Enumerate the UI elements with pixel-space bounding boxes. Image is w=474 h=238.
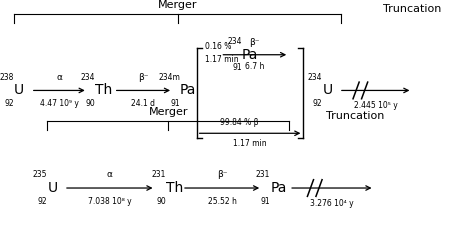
Text: 234m: 234m xyxy=(158,73,180,82)
Text: α: α xyxy=(107,170,113,179)
Text: 90: 90 xyxy=(85,99,95,108)
Text: β⁻: β⁻ xyxy=(249,38,260,47)
Text: Merger: Merger xyxy=(158,0,198,10)
Text: 4.47 10⁹ y: 4.47 10⁹ y xyxy=(40,99,79,108)
Text: 238: 238 xyxy=(0,73,14,82)
Text: 235: 235 xyxy=(33,170,47,179)
Text: U: U xyxy=(322,84,332,97)
Text: 24.1 d: 24.1 d xyxy=(131,99,155,108)
Text: Pa: Pa xyxy=(180,84,197,97)
Text: Merger: Merger xyxy=(148,107,188,117)
Text: Th: Th xyxy=(166,181,183,195)
Text: 234: 234 xyxy=(80,73,95,82)
Text: Pa: Pa xyxy=(270,181,287,195)
Text: 99.84 % β⁻: 99.84 % β⁻ xyxy=(220,118,263,127)
Text: β⁻: β⁻ xyxy=(138,73,149,82)
Text: α: α xyxy=(56,73,62,82)
Text: 3.276 10⁴ y: 3.276 10⁴ y xyxy=(310,199,354,208)
Text: 2.445 10⁵ y: 2.445 10⁵ y xyxy=(354,101,398,110)
Text: 91: 91 xyxy=(232,63,242,72)
Text: 234: 234 xyxy=(308,73,322,82)
Text: U: U xyxy=(47,181,57,195)
Text: 90: 90 xyxy=(156,197,166,206)
Text: 91: 91 xyxy=(171,99,180,108)
Text: 1.17 min: 1.17 min xyxy=(205,55,239,64)
Text: Th: Th xyxy=(95,84,112,97)
Text: 25.52 h: 25.52 h xyxy=(208,197,237,206)
Text: 231: 231 xyxy=(256,170,270,179)
Text: Truncation: Truncation xyxy=(326,111,385,121)
Text: 6.7 h: 6.7 h xyxy=(245,62,264,71)
Text: 0.16 %: 0.16 % xyxy=(205,42,232,51)
Text: Pa: Pa xyxy=(242,48,258,62)
Text: 1.17 min: 1.17 min xyxy=(233,139,267,149)
Text: 231: 231 xyxy=(152,170,166,179)
Text: 92: 92 xyxy=(313,99,322,108)
Text: U: U xyxy=(14,84,24,97)
Text: Truncation: Truncation xyxy=(383,4,442,14)
Text: 92: 92 xyxy=(38,197,47,206)
Text: 91: 91 xyxy=(261,197,270,206)
Text: 7.038 10⁸ y: 7.038 10⁸ y xyxy=(88,197,132,206)
Text: 234: 234 xyxy=(227,37,242,46)
Text: β⁻: β⁻ xyxy=(217,170,228,179)
Text: 92: 92 xyxy=(5,99,14,108)
